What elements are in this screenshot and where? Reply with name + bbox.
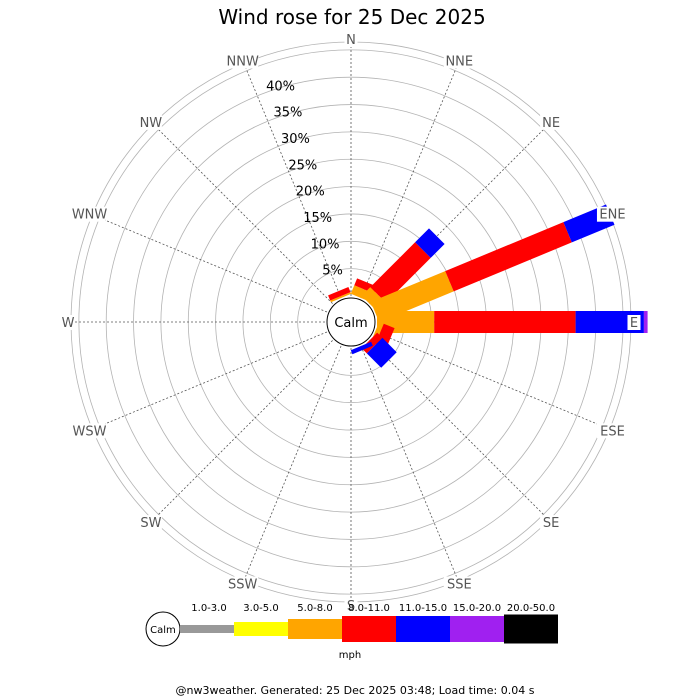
bar-ene-5.0-8.0	[370, 271, 454, 323]
legend-swatch-3.0-5.0	[234, 622, 288, 636]
legend-swatch-5.0-8.0	[288, 619, 342, 639]
direction-label-sw: SW	[140, 516, 161, 531]
legend-unit: mph	[339, 650, 361, 661]
direction-label-bg	[540, 515, 563, 531]
direction-label-bg	[596, 206, 628, 222]
direction-label-bg	[443, 53, 475, 69]
bar-ne-11.0-15.0	[415, 228, 445, 258]
legend-swatch-8.0-11.0	[342, 616, 396, 642]
spoke-se	[369, 340, 550, 521]
direction-label-ssw: SSW	[228, 577, 258, 592]
calm-label: Calm	[334, 316, 367, 331]
spoke-ese	[374, 331, 610, 430]
direction-label-ese: ESE	[600, 424, 625, 439]
spoke-wsw	[92, 331, 328, 430]
bar-e-15.0-20.0	[643, 311, 648, 333]
direction-label-e: E	[630, 316, 638, 331]
direction-label-nne: NNE	[445, 55, 473, 70]
footer-text: @nw3weather. Generated: 25 Dec 2025 03:4…	[176, 684, 535, 697]
direction-label-nnw: NNW	[227, 55, 259, 70]
spoke-wnw	[92, 214, 328, 313]
direction-label-bg	[627, 315, 641, 330]
legend-swatch-15.0-20.0	[450, 616, 504, 642]
direction-label-bg	[139, 515, 162, 531]
direction-label-bg	[344, 598, 358, 613]
direction-label-bg	[139, 114, 162, 130]
percent-label: 15%	[303, 211, 332, 226]
percent-label: 10%	[311, 237, 340, 252]
legend-label: 11.0-15.0	[399, 603, 447, 614]
legend-label: 20.0-50.0	[507, 603, 555, 614]
spoke-sw	[152, 340, 333, 521]
legend-label: 3.0-5.0	[243, 603, 278, 614]
direction-label-sse: SSE	[447, 577, 472, 592]
percent-label: 20%	[296, 185, 325, 200]
direction-label-ene: ENE	[599, 208, 625, 223]
legend-label: 1.0-3.0	[191, 603, 226, 614]
bar-e-11.0-15.0	[575, 311, 644, 333]
bar-ne-8.0-11.0	[370, 242, 431, 303]
direction-label-bg	[61, 315, 75, 330]
wind-bars	[328, 204, 648, 368]
direction-label-bg	[227, 576, 259, 592]
direction-label-bg	[227, 53, 259, 69]
direction-label-nw: NW	[140, 116, 163, 131]
spoke-ssw	[243, 345, 342, 581]
direction-label-wnw: WNW	[72, 208, 108, 223]
legend-label: 8.0-11.0	[348, 603, 390, 614]
legend-swatch-11.0-15.0	[396, 616, 450, 642]
bar-nnw-5.0-8.0	[330, 292, 352, 303]
bar-nnw-8.0-11.0	[328, 287, 351, 301]
percent-label: 25%	[288, 158, 317, 173]
percent-label: 5%	[322, 264, 343, 279]
direction-label-bg	[540, 114, 563, 130]
percent-label: 40%	[266, 79, 295, 94]
bar-se-11.0-15.0	[366, 337, 397, 368]
spoke-sse	[360, 345, 459, 581]
legend-calm-label: Calm	[150, 625, 176, 636]
direction-label-n: N	[346, 33, 356, 48]
direction-label-s: S	[347, 599, 355, 614]
speed-legend: Calm mph 1.0-3.0 3.0-5.0 5.0-8.0 8.0-11.0 11…	[145, 603, 558, 661]
direction-label-ne: NE	[542, 116, 560, 131]
direction-label-bg	[74, 206, 106, 222]
bar-sse-11.0-15.0	[350, 341, 373, 355]
legend-label: 15.0-20.0	[453, 603, 501, 614]
calm-center: Calm	[326, 297, 376, 347]
direction-labels: N NNE NE ENE E ESE SE SSE S SSW SW WSW W WNW NW NNW	[61, 32, 641, 614]
bar-e-8.0-11.0	[434, 311, 576, 333]
direction-label-wsw: WSW	[73, 424, 107, 439]
percent-labels: 5% 10% 15% 20% 25% 30% 35% 40%	[266, 79, 343, 278]
direction-label-bg	[443, 576, 475, 592]
direction-label-bg	[596, 423, 628, 439]
legend-swatch-20.0-50.0	[504, 614, 558, 644]
legend-label: 5.0-8.0	[297, 603, 332, 614]
direction-label-bg	[344, 32, 358, 47]
percent-label: 35%	[274, 106, 303, 121]
bar-ene-8.0-11.0	[445, 222, 572, 292]
percent-label: 30%	[281, 132, 310, 147]
calm-circle	[326, 297, 376, 347]
chart-title: Wind rose for 25 Dec 2025	[218, 5, 485, 29]
direction-label-se: SE	[543, 516, 559, 531]
direction-label-w: W	[62, 316, 75, 331]
direction-label-bg	[74, 423, 106, 439]
